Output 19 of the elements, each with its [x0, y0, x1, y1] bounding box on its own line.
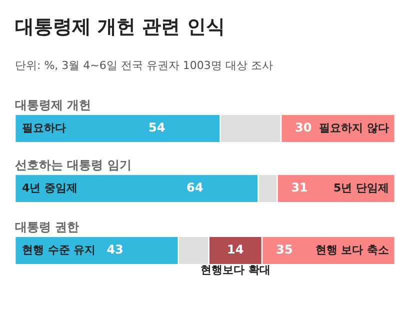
- data-label: 14: [227, 242, 244, 257]
- series-label: 필요하지 않다: [319, 121, 389, 134]
- series-label: 필요하다: [22, 121, 66, 134]
- category-label: 선호하는 대통령 임기: [15, 158, 132, 172]
- category-label: 대통령 권한: [15, 220, 80, 234]
- series-label: 현행보다 확대: [200, 263, 270, 276]
- chart-subtitle: 단위: %, 3월 4~6일 전국 유권자 1003명 대상 조사: [15, 58, 273, 73]
- data-label: 54: [148, 120, 166, 135]
- chart-title: 대통령제 개헌 관련 인식: [15, 15, 225, 40]
- data-label: 35: [276, 242, 293, 257]
- series-label: 현행 보다 축소: [315, 243, 389, 256]
- series-label: 5년 단임제: [334, 181, 389, 194]
- series-label: 4년 중임제: [22, 181, 78, 194]
- category-label: 대통령제 개헌: [15, 98, 92, 112]
- data-label: 31: [291, 180, 308, 195]
- series-label: 현행 수준 유지: [22, 243, 96, 256]
- data-label: 30: [295, 120, 312, 135]
- data-label: 43: [106, 242, 124, 257]
- data-label: 64: [186, 180, 204, 195]
